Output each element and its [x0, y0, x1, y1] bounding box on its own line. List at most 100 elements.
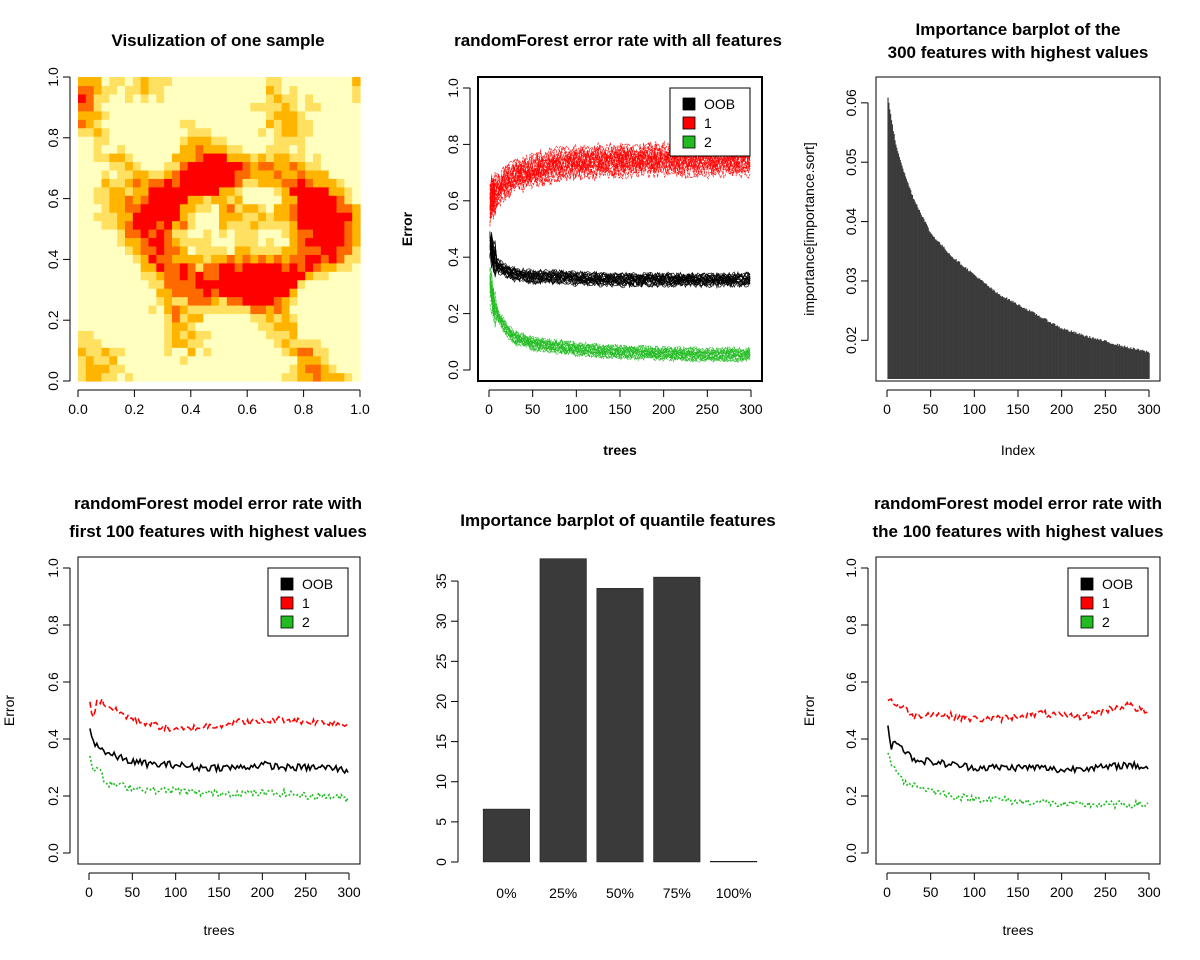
- heatmap-cell: [132, 186, 142, 196]
- heatmap-cell: [148, 144, 157, 154]
- heatmap-cell: [85, 288, 95, 298]
- heatmap-cell: [242, 186, 251, 196]
- heatmap-cell: [211, 144, 220, 154]
- heatmap-cell: [93, 203, 103, 213]
- x-tick-label: 0.0: [68, 401, 88, 417]
- heatmap-cell: [140, 178, 150, 188]
- heatmap-cell: [117, 110, 126, 120]
- heatmap-cell: [179, 262, 189, 272]
- heatmap-cell: [258, 305, 267, 315]
- bar: [962, 266, 964, 379]
- heatmap-cell: [297, 212, 306, 222]
- heatmap-cell: [352, 305, 361, 315]
- heatmap-cell: [187, 178, 197, 188]
- bar: [893, 133, 895, 379]
- heatmap-cell: [219, 237, 228, 247]
- heatmap-cell: [258, 93, 267, 103]
- heatmap-cell: [226, 186, 236, 196]
- heatmap-cell: [187, 85, 197, 95]
- heatmap-cell: [85, 220, 95, 230]
- heatmap-cell: [195, 169, 204, 179]
- heatmap-cell: [266, 262, 275, 272]
- y-tick-label: 0.8: [45, 128, 61, 148]
- heatmap-cell: [281, 77, 291, 87]
- heatmap-cell: [258, 186, 267, 196]
- heatmap-cell: [297, 288, 306, 298]
- bar: [996, 292, 998, 379]
- heatmap-cell: [195, 338, 204, 348]
- heatmap-cell: [313, 262, 322, 272]
- heatmap-cell: [101, 355, 110, 365]
- heatmap-cell: [203, 271, 212, 281]
- heatmap-cell: [156, 355, 165, 365]
- heatmap-cell: [313, 85, 322, 95]
- bar: [1113, 345, 1115, 379]
- heatmap-cell: [85, 203, 95, 213]
- bar: [1087, 337, 1089, 379]
- heatmap-cell: [313, 195, 322, 205]
- heatmap-cell: [266, 254, 275, 264]
- heatmap-cell: [336, 212, 345, 222]
- heatmap-cell: [313, 321, 322, 331]
- bar: [1024, 309, 1026, 379]
- heatmap-cell: [101, 229, 110, 239]
- heatmap-cell: [258, 127, 267, 137]
- heatmap-cell: [344, 93, 353, 103]
- heatmap-cell: [117, 347, 126, 357]
- heatmap-cell: [132, 245, 142, 255]
- heatmap-cell: [132, 338, 142, 348]
- y-axis-label: Error: [399, 211, 415, 246]
- heatmap-cell: [179, 254, 189, 264]
- heatmap-cell: [78, 77, 87, 87]
- bar: [1142, 350, 1144, 379]
- bar: [1069, 331, 1071, 379]
- heatmap-cell: [85, 153, 95, 163]
- heatmap-cell: [148, 229, 157, 239]
- heatmap-cell: [101, 169, 110, 179]
- bar: [1003, 297, 1005, 379]
- heatmap-cell: [164, 347, 173, 357]
- heatmap-cell: [266, 347, 275, 357]
- heatmap-cell: [250, 110, 259, 120]
- heatmap-cell: [211, 321, 220, 331]
- bar: [932, 236, 935, 379]
- heatmap-cell: [125, 212, 134, 222]
- heatmap-cell: [172, 203, 181, 213]
- heatmap-cell: [156, 229, 165, 239]
- heatmap-cell: [250, 355, 259, 365]
- bar: [1146, 351, 1148, 379]
- heatmap-cell: [320, 212, 330, 222]
- heatmap-cell: [242, 110, 251, 120]
- heatmap-cell: [305, 136, 314, 146]
- heatmap-cell: [132, 85, 142, 95]
- heatmap-cell: [85, 127, 95, 137]
- heatmap-cell: [266, 288, 275, 298]
- bar: [1015, 304, 1017, 379]
- heatmap-cell: [93, 355, 103, 365]
- heatmap-cell: [250, 153, 259, 163]
- heatmap-cell: [281, 212, 291, 222]
- heatmap-cell: [352, 195, 361, 205]
- heatmap-cell: [352, 372, 361, 382]
- bar: [1102, 341, 1104, 379]
- heatmap-cell: [266, 220, 275, 230]
- bar: [1028, 309, 1031, 379]
- heatmap-cell: [172, 245, 181, 255]
- heatmap-cell: [211, 77, 220, 87]
- heatmap-cell: [211, 271, 220, 281]
- heatmap-cell: [266, 119, 275, 129]
- heatmap-cell: [219, 85, 228, 95]
- heatmap-cell: [234, 245, 244, 255]
- heatmap-cell: [109, 288, 118, 298]
- heatmap-cell: [109, 153, 118, 163]
- heatmap-cell: [156, 195, 165, 205]
- heatmap-cell: [320, 279, 330, 289]
- heatmap-cell: [242, 237, 251, 247]
- heatmap-cell: [101, 212, 110, 222]
- y-tick-label: 0.4: [45, 729, 61, 749]
- bar: [1029, 311, 1031, 379]
- heatmap-cell: [109, 305, 118, 315]
- y-tick-label: 0: [433, 858, 449, 866]
- bar: [1080, 333, 1082, 379]
